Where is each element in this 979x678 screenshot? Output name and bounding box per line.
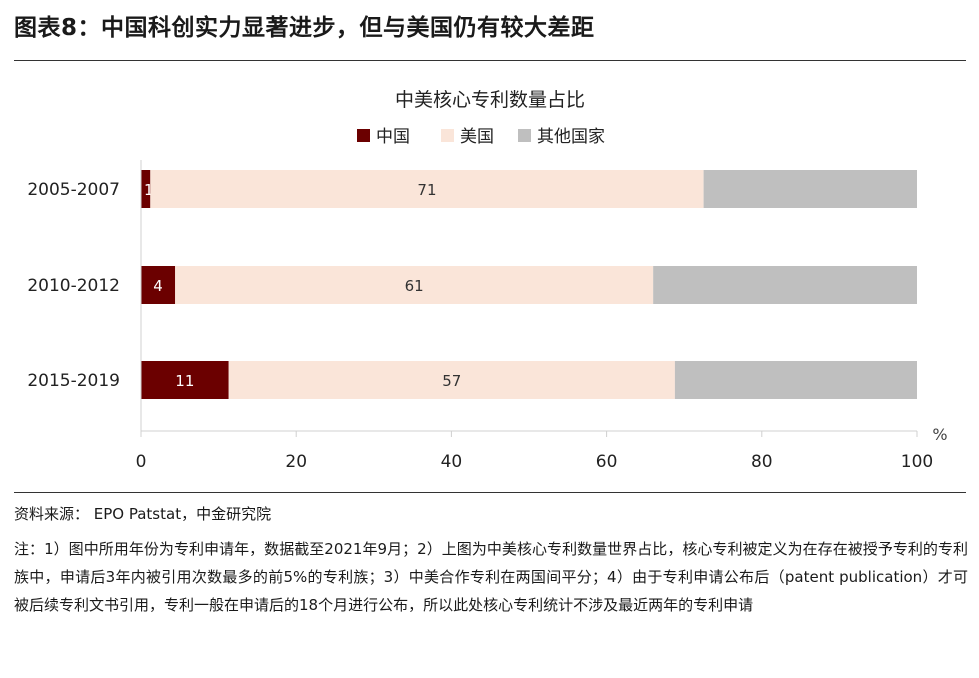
x-tick-label-6: 100 [901,452,933,472]
legend-swatch-3 [518,129,531,142]
data-label-2-3: 57 [442,372,461,390]
data-label-2-2: 61 [405,277,424,295]
legend-label-2: 美国 [460,127,494,147]
category-label-2: 2010-2012 [27,276,120,296]
data-label-1-1: 1 [144,181,154,199]
top-divider [14,60,966,61]
legend-label-3: 其他国家 [537,127,605,147]
legend-swatch-2 [441,129,454,142]
chart-legend: 中国 美国 其他国家 [357,127,605,147]
legend-label-1: 中国 [376,127,410,147]
category-label-3: 2015-2019 [27,371,120,391]
bar-1-3 [141,361,229,399]
bar-1-1 [141,170,151,208]
data-label-2-1: 71 [417,181,436,199]
stacked-bar-chart: 中美核心专利数量占比 中国 美国 其他国家 1 71 2005-2007 4 61 2010-… [27,89,948,472]
x-unit-label: % [932,425,947,444]
axes-group: 0 20 40 60 80 100% [136,160,948,472]
bar-1-2 [141,266,176,304]
notes-text: 注：1）图中所用年份为专利申请年，数据截至2021年9月；2）上图为中美核心专利… [14,540,968,614]
x-tick-label-1: 0 [136,452,147,472]
bar-3-2 [653,266,917,304]
data-label-1-3: 11 [175,372,194,390]
x-tick-label-5: 80 [751,452,773,472]
bar-2-2 [175,266,654,304]
category-label-1: 2005-2007 [27,180,120,200]
source-text: 资料来源： EPO Patstat，中金研究院 [14,505,272,523]
bar-2-1 [150,170,704,208]
source-divider [14,492,966,493]
legend-swatch-1 [357,129,370,142]
bar-2-3 [228,361,675,399]
bar-3-3 [674,361,917,399]
x-tick-label-3: 40 [441,452,463,472]
chart-title: 中美核心专利数量占比 [395,89,585,111]
data-label-1-2: 4 [153,277,163,295]
x-tick-label-2: 20 [285,452,307,472]
x-tick-label-4: 60 [596,452,618,472]
figure-title: 图表8：中国科创实力显著进步，但与美国仍有较大差距 [14,15,595,41]
bar-3-1 [703,170,917,208]
bars-group: 1 71 2005-2007 4 61 2010-2012 11 57 2015-2019 [27,170,917,399]
